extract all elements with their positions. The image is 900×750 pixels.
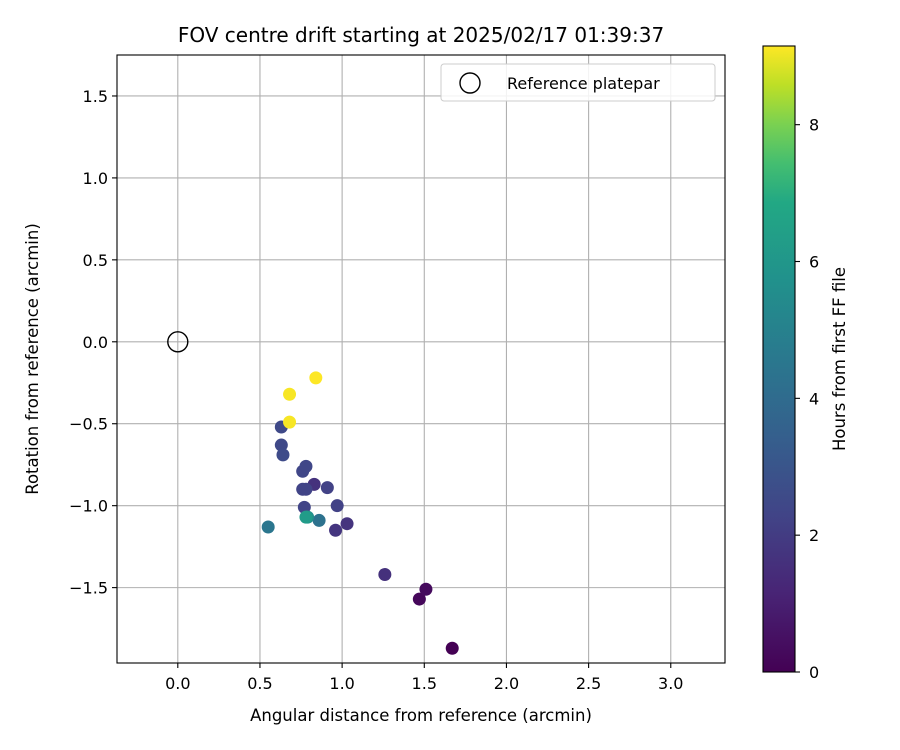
scatter-point <box>340 517 354 531</box>
scatter-point <box>412 592 426 606</box>
data-points <box>261 371 459 655</box>
x-tick-label: 2.5 <box>576 674 601 693</box>
y-tick-label: 1.5 <box>83 87 108 106</box>
scatter-point <box>261 520 275 534</box>
reference-platepar-marker <box>167 331 189 353</box>
scatter-point <box>276 448 290 462</box>
colorbar-gradient <box>762 45 796 673</box>
scatter-point <box>297 500 311 514</box>
plot-background <box>117 55 725 663</box>
legend-frame <box>440 63 716 102</box>
colorbar-tick-label: 2 <box>809 526 819 545</box>
legend: Reference platepar <box>440 63 716 102</box>
x-tick-label: 1.0 <box>329 674 354 693</box>
scatter-point <box>445 641 459 655</box>
x-tick-label: 2.0 <box>494 674 519 693</box>
x-tick-label: 3.0 <box>658 674 683 693</box>
legend-label-reference: Reference platepar <box>507 74 660 93</box>
scatter-point <box>299 482 313 496</box>
scatter-point <box>309 371 323 385</box>
x-axis-label: Angular distance from reference (arcmin) <box>250 706 592 725</box>
colorbar-label: Hours from first FF file <box>830 267 849 451</box>
scatter-point <box>299 510 313 524</box>
colorbar-tick-label: 6 <box>809 253 819 272</box>
y-axis-label: Rotation from reference (arcmin) <box>23 223 42 495</box>
chart-title: FOV centre drift starting at 2025/02/17 … <box>178 23 664 47</box>
scatter-point <box>378 568 392 582</box>
scatter-point <box>283 415 297 429</box>
scatter-point <box>283 387 297 401</box>
legend-marker-reference <box>459 72 481 94</box>
colorbar: 0 2 4 6 8 Hours from first FF file <box>762 45 849 682</box>
y-tick-label: −1.0 <box>69 497 108 516</box>
scatter-point <box>274 438 288 452</box>
y-tick-label: 0.0 <box>83 333 108 352</box>
colorbar-tick-label: 0 <box>809 663 819 682</box>
x-tick-label: 1.5 <box>412 674 437 693</box>
colorbar-ticks: 0 2 4 6 8 <box>795 116 819 682</box>
x-tick-label: 0.5 <box>247 674 272 693</box>
y-tick-label: 0.5 <box>83 251 108 270</box>
x-tick-label: 0.0 <box>165 674 190 693</box>
scatter-point <box>419 582 433 596</box>
y-tick-label: 1.0 <box>83 169 108 188</box>
y-axis: 1.5 1.0 0.5 0.0 −0.5 −1.0 −1.5 <box>69 87 117 598</box>
plot-area <box>116 54 726 664</box>
scatter-point <box>299 459 313 473</box>
x-axis: 0.0 0.5 1.0 1.5 2.0 2.5 3.0 <box>165 663 683 693</box>
reference-marker <box>167 331 189 353</box>
scatter-point <box>312 513 326 527</box>
scatter-point <box>329 523 343 537</box>
colorbar-tick-label: 4 <box>809 389 819 408</box>
colorbar-tick-label: 8 <box>809 116 819 135</box>
y-tick-label: −1.5 <box>69 579 108 598</box>
y-tick-label: −0.5 <box>69 415 108 434</box>
scatter-point <box>320 481 334 495</box>
scatter-point <box>330 499 344 513</box>
plot-frame <box>116 54 726 664</box>
